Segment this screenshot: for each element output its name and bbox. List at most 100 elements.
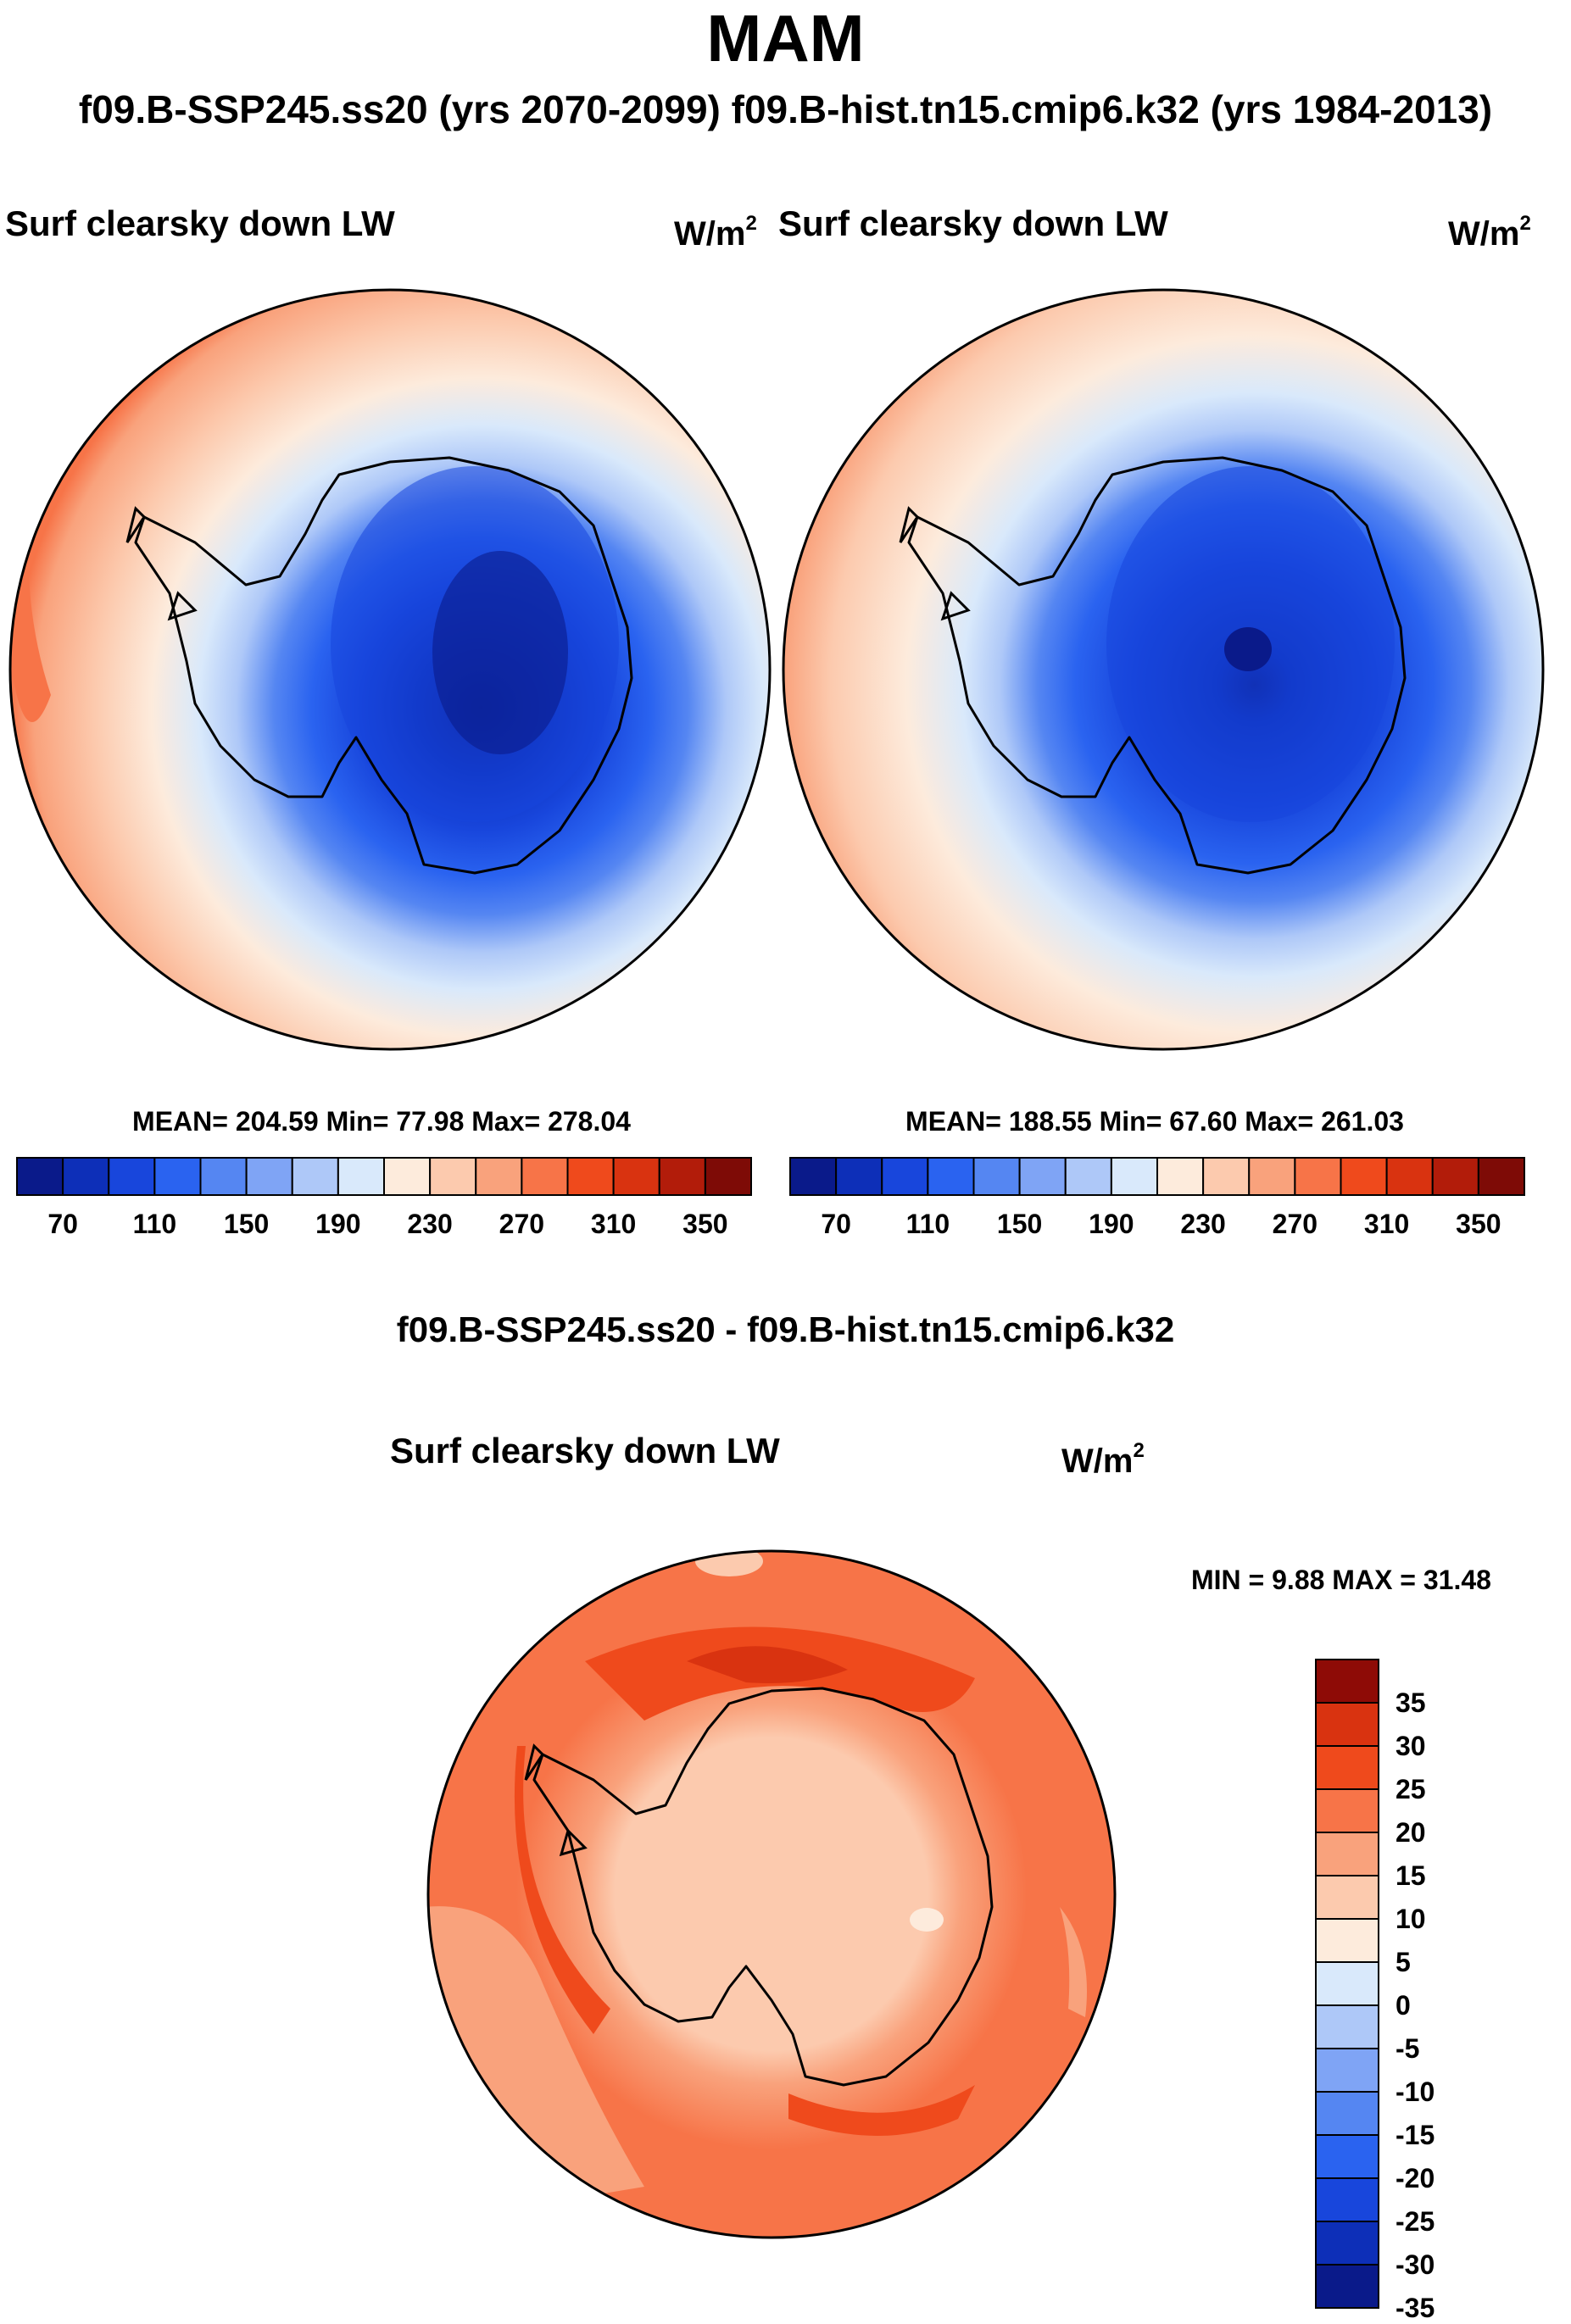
- panel1-colorbar-swatch: [337, 1157, 385, 1196]
- panel2-colorbar-swatch: [1340, 1157, 1388, 1196]
- panel1-colorbar: [16, 1157, 752, 1196]
- difference-colorbar-swatch: [1315, 1745, 1379, 1790]
- panel1-units: W/m2: [674, 212, 757, 253]
- difference-units: W/m2: [1061, 1439, 1145, 1480]
- panel1-colorbar-tick-label: 150: [223, 1209, 270, 1239]
- difference-colorbar-tick-label: 10: [1396, 1904, 1426, 1934]
- panel1-colorbar-swatch: [153, 1157, 202, 1196]
- difference-colorbar-swatch: [1315, 2004, 1379, 2049]
- panel1-colorbar-swatch: [245, 1157, 293, 1196]
- panel2-colorbar-tick-label: 70: [821, 1209, 851, 1239]
- panel1-colorbar-swatch: [475, 1157, 523, 1196]
- difference-colorbar-tick-label: 20: [1396, 1817, 1426, 1848]
- difference-map: [426, 1549, 1117, 2239]
- panel2-colorbar-swatch: [1110, 1157, 1158, 1196]
- panel2-colorbar-swatch: [789, 1157, 838, 1196]
- plot-season-title: MAM: [706, 1, 865, 75]
- panel2-colorbar-swatch: [1294, 1157, 1342, 1196]
- difference-colorbar-swatch: [1315, 1659, 1379, 1704]
- panel2-colorbar-tick-label: 190: [1089, 1209, 1134, 1239]
- panel1-colorbar-swatch: [291, 1157, 339, 1196]
- difference-colorbar-tick-label: -15: [1396, 2120, 1435, 2150]
- difference-colorbar-tick-label: 15: [1396, 1860, 1426, 1891]
- panel2-units: W/m2: [1448, 212, 1531, 253]
- difference-colorbar-swatch: [1315, 2091, 1379, 2136]
- difference-antarctica-coastline: [532, 1687, 994, 2087]
- panel1-colorbar-swatch: [612, 1157, 660, 1196]
- panel1-colorbar-swatch: [566, 1157, 615, 1196]
- panel2-colorbar-swatch: [1156, 1157, 1205, 1196]
- panel2-colorbar-swatch: [1477, 1157, 1525, 1196]
- panel1-colorbar-swatch: [62, 1157, 110, 1196]
- panel2-antarctica-coastline: [907, 456, 1407, 875]
- panel2-colorbar-tick-label: 230: [1180, 1209, 1226, 1239]
- difference-colorbar-swatch: [1315, 2134, 1379, 2179]
- comparison-header: f09.B-SSP245.ss20 (yrs 2070-2099) f09.B-…: [78, 87, 1493, 131]
- panel2-colorbar-swatch: [1385, 1157, 1434, 1196]
- difference-colorbar-swatch: [1315, 1788, 1379, 1833]
- panel1-colorbar-tick-label: 70: [47, 1209, 78, 1239]
- difference-colorbar-swatch: [1315, 1961, 1379, 2006]
- panel2-colorbar-tick-label: 110: [905, 1209, 950, 1239]
- difference-colorbar-swatch: [1315, 1918, 1379, 1963]
- panel2-colorbar-swatch: [1248, 1157, 1296, 1196]
- difference-colorbar-swatch: [1315, 1702, 1379, 1747]
- panel2-colorbar-tick-label: 310: [1363, 1209, 1410, 1239]
- difference-stats: MIN = 9.88 MAX = 31.48: [1191, 1565, 1491, 1595]
- panel2-colorbar: [789, 1157, 1525, 1196]
- panel1-colorbar-tick-label: 190: [315, 1209, 361, 1239]
- panel1-map: [8, 288, 772, 1051]
- difference-colorbar-tick-label: -35: [1396, 2293, 1435, 2323]
- difference-title: f09.B-SSP245.ss20 - f09.B-hist.tn15.cmip…: [396, 1309, 1175, 1349]
- difference-colorbar-swatch: [1315, 1875, 1379, 1920]
- panel1-stats: MEAN= 204.59 Min= 77.98 Max= 278.04: [132, 1106, 631, 1137]
- difference-colorbar-tick-label: -30: [1396, 2249, 1435, 2280]
- difference-colorbar-tick-label: 0: [1396, 1990, 1411, 2021]
- panel2-colorbar-swatch: [881, 1157, 929, 1196]
- difference-colorbar-tick-label: -25: [1396, 2206, 1435, 2237]
- panel1-colorbar-tick-label: 110: [132, 1209, 177, 1239]
- panel1-colorbar-tick-label: 350: [682, 1209, 728, 1239]
- panel2-variable-title: Surf clearsky down LW: [778, 203, 1168, 243]
- panel1-antarctica-coastline: [134, 456, 633, 875]
- panel1-colorbar-tick-label: 230: [407, 1209, 453, 1239]
- difference-colorbar-tick-label: 25: [1396, 1774, 1426, 1804]
- panel1-colorbar-swatch: [108, 1157, 156, 1196]
- panel2-colorbar-swatch: [835, 1157, 883, 1196]
- panel1-colorbar-tick-label: 270: [499, 1209, 545, 1239]
- difference-colorbar-tick-label: 5: [1396, 1947, 1411, 1977]
- panel2-colorbar-tick-label: 270: [1272, 1209, 1318, 1239]
- panel2-colorbar-tick-label: 150: [996, 1209, 1043, 1239]
- difference-colorbar-swatch: [1315, 2221, 1379, 2266]
- panel1-colorbar-swatch: [521, 1157, 569, 1196]
- panel2-colorbar-swatch: [1202, 1157, 1251, 1196]
- difference-colorbar-tick-label: -5: [1396, 2033, 1420, 2064]
- difference-variable-title: Surf clearsky down LW: [390, 1431, 780, 1471]
- difference-colorbar-swatch: [1315, 2177, 1379, 2222]
- difference-colorbar-swatch: [1315, 1832, 1379, 1876]
- panel1-colorbar-swatch: [383, 1157, 432, 1196]
- difference-colorbar-tick-label: 30: [1396, 1731, 1426, 1761]
- panel2-map: [782, 288, 1545, 1051]
- difference-colorbar-tick-label: -20: [1396, 2163, 1435, 2193]
- panel2-colorbar-swatch: [1018, 1157, 1067, 1196]
- panel2-colorbar-tick-label: 350: [1456, 1209, 1501, 1239]
- panel1-colorbar-swatch: [199, 1157, 248, 1196]
- difference-colorbar-swatch: [1315, 2264, 1379, 2309]
- panel1-colorbar-swatch: [16, 1157, 64, 1196]
- panel2-colorbar-swatch: [972, 1157, 1021, 1196]
- panel1-colorbar-tick-label: 310: [590, 1209, 637, 1239]
- panel1-colorbar-swatch: [658, 1157, 706, 1196]
- panel2-colorbar-swatch: [927, 1157, 975, 1196]
- panel1-colorbar-swatch: [429, 1157, 477, 1196]
- difference-colorbar-tick-label: 35: [1396, 1687, 1426, 1718]
- difference-colorbar-swatch: [1315, 2048, 1379, 2093]
- panel1-variable-title: Surf clearsky down LW: [5, 203, 395, 243]
- panel1-colorbar-swatch: [704, 1157, 752, 1196]
- difference-colorbar: [1315, 1659, 1379, 2309]
- difference-colorbar-tick-label: -10: [1396, 2077, 1435, 2107]
- panel2-colorbar-swatch: [1431, 1157, 1479, 1196]
- panel2-colorbar-swatch: [1064, 1157, 1112, 1196]
- panel2-stats: MEAN= 188.55 Min= 67.60 Max= 261.03: [905, 1106, 1404, 1137]
